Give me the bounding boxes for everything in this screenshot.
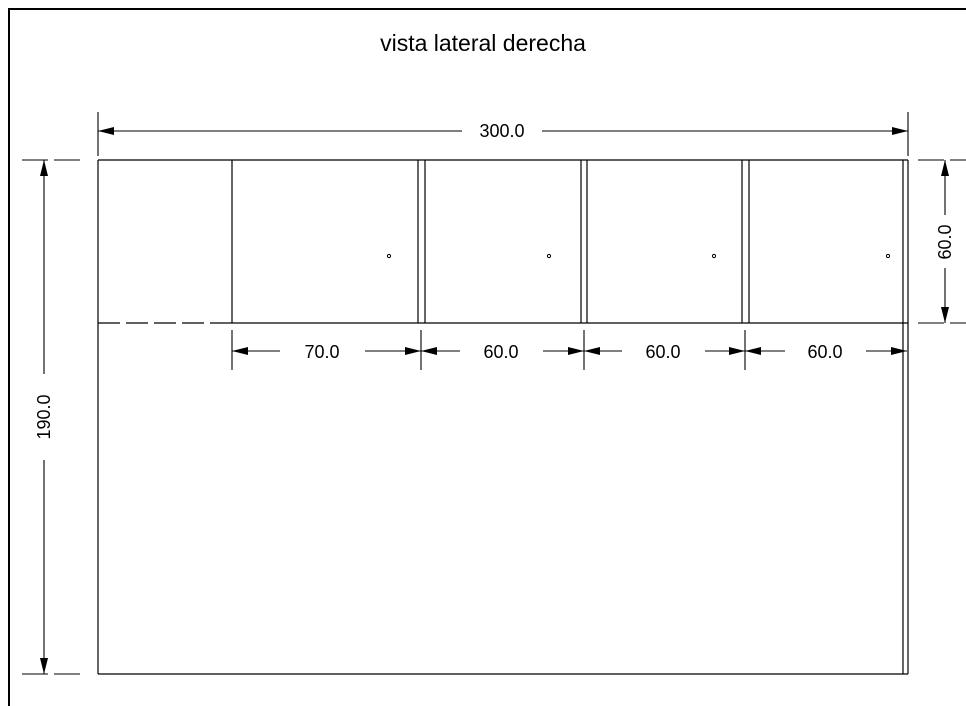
dimension-segments: [231, 330, 907, 370]
label-segment-1: 70.0: [304, 342, 339, 362]
knob-1: [386, 253, 392, 259]
knob-2: [546, 253, 552, 259]
label-cabinet-height: 60.0: [935, 224, 955, 259]
frame-top-border: [8, 8, 966, 10]
cabinet-dividers: [231, 160, 750, 323]
wall-outline: [97, 159, 909, 675]
dimension-overall-height: [22, 159, 86, 675]
cabinet-knobs: [386, 253, 891, 259]
drawing-title: vista lateral derecha: [380, 30, 586, 56]
label-segment-2: 60.0: [483, 342, 518, 362]
label-segment-3: 60.0: [645, 342, 680, 362]
label-segment-4: 60.0: [807, 342, 842, 362]
frame-left-border: [8, 8, 10, 706]
dimension-overall-width: [97, 112, 909, 156]
knob-3: [711, 253, 717, 259]
label-overall-width: 300.0: [479, 121, 524, 141]
knob-4: [885, 253, 891, 259]
label-overall-height: 190.0: [34, 394, 54, 439]
dimension-cabinet-height: [918, 159, 966, 324]
